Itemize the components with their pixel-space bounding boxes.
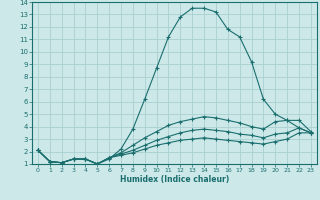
- X-axis label: Humidex (Indice chaleur): Humidex (Indice chaleur): [120, 175, 229, 184]
